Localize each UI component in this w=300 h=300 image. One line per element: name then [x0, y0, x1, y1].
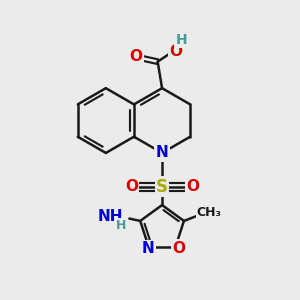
Text: CH₃: CH₃	[196, 206, 221, 220]
Text: H: H	[176, 33, 187, 46]
Text: S: S	[156, 178, 168, 196]
Text: O: O	[130, 49, 143, 64]
Text: H: H	[116, 219, 126, 232]
Text: N: N	[156, 146, 168, 160]
Text: O: O	[172, 241, 186, 256]
Text: NH: NH	[98, 209, 124, 224]
Text: N: N	[142, 242, 154, 256]
Text: O: O	[170, 44, 183, 59]
Text: O: O	[186, 179, 199, 194]
Text: O: O	[125, 179, 138, 194]
